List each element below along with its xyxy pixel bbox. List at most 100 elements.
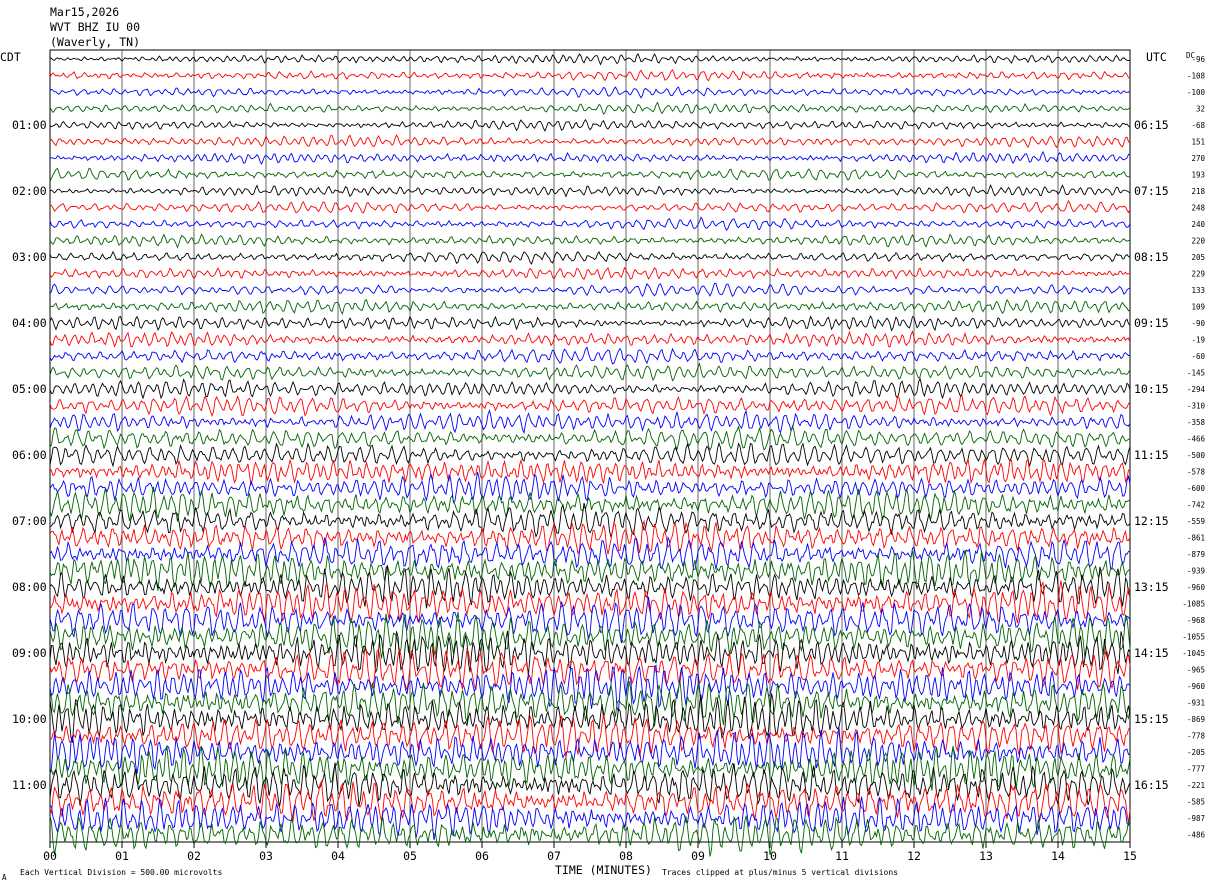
dc-offset-value: -968 <box>1187 616 1206 625</box>
seismic-trace <box>49 395 1131 418</box>
seismic-trace <box>49 377 1131 400</box>
seismic-trace <box>49 216 1131 232</box>
dc-offset-value: 218 <box>1191 187 1205 196</box>
dc-offset-value: -778 <box>1187 732 1206 741</box>
left-hour-label: 10:00 <box>12 712 47 726</box>
seismic-trace <box>49 680 1131 727</box>
dc-offset-value: 32 <box>1196 105 1205 114</box>
x-tick-label: 05 <box>403 849 417 863</box>
dc-offset-value: -869 <box>1187 715 1205 724</box>
right-hour-label: 07:15 <box>1134 184 1169 198</box>
seismic-trace <box>49 611 1131 659</box>
left-hour-label: 09:00 <box>12 646 47 660</box>
seismic-trace <box>49 815 1131 857</box>
dc-offset-value: -879 <box>1187 550 1205 559</box>
right-hour-label: 16:15 <box>1134 778 1169 792</box>
right-hour-label: 11:15 <box>1134 448 1169 462</box>
right-hour-label: 14:15 <box>1134 646 1169 660</box>
dc-offset-value: -221 <box>1187 781 1205 790</box>
dc-offset-value: -294 <box>1187 385 1206 394</box>
dc-label: DC <box>1186 51 1195 60</box>
footer-corner-mark: A <box>2 873 7 882</box>
dc-offset-value: -1045 <box>1182 649 1205 658</box>
left-hour-label: 11:00 <box>12 778 47 792</box>
dc-offset-value: -486 <box>1187 831 1206 840</box>
x-axis-title: TIME (MINUTES) <box>555 863 652 877</box>
left-hour-label: 04:00 <box>12 316 47 330</box>
dc-offset-value: -559 <box>1187 517 1205 526</box>
dc-offset-value: -777 <box>1187 765 1205 774</box>
seismic-trace <box>49 727 1131 775</box>
seismic-trace <box>49 458 1131 486</box>
seismic-trace <box>49 184 1131 198</box>
dc-offset-value: -600 <box>1187 484 1206 493</box>
x-axis-ticks: 00 01 02 03 04 05 06 07 08 09 10 11 12 13 14 15 <box>43 842 1137 863</box>
right-hour-label: 06:15 <box>1134 118 1169 132</box>
dc-offset-value: 248 <box>1191 204 1205 213</box>
dc-offset-value: -578 <box>1187 468 1206 477</box>
x-tick-label: 00 <box>43 849 57 863</box>
left-hour-label: 07:00 <box>12 514 47 528</box>
dc-offset-value: -60 <box>1191 352 1205 361</box>
seismic-trace <box>49 167 1131 182</box>
minute-gridlines <box>121 50 1059 842</box>
dc-offset-value: -108 <box>1187 72 1206 81</box>
dc-offset-value: -987 <box>1187 814 1205 823</box>
right-hour-labels: 06:15 07:15 08:15 09:15 10:15 11:15 12:15 13:15… <box>1134 118 1169 792</box>
seismic-trace <box>49 647 1131 691</box>
right-hour-label: 13:15 <box>1134 580 1169 594</box>
dc-offset-value: -965 <box>1187 666 1205 675</box>
seismic-trace <box>49 745 1131 791</box>
seismic-trace <box>49 471 1131 504</box>
right-hour-label: 08:15 <box>1134 250 1169 264</box>
seismic-trace <box>49 199 1131 214</box>
left-hour-label: 01:00 <box>12 118 47 132</box>
seismic-trace <box>49 714 1131 758</box>
dc-offset-value: -500 <box>1187 451 1206 460</box>
header-date: Mar15,2026 <box>50 5 119 19</box>
seismic-trace <box>49 693 1131 743</box>
dc-offset-value: 270 <box>1191 154 1205 163</box>
dc-offset-value: -466 <box>1187 435 1206 444</box>
left-hour-label: 08:00 <box>12 580 47 594</box>
dc-offset-value: -1085 <box>1182 600 1205 609</box>
seismic-trace <box>49 486 1131 522</box>
trace-group <box>49 52 1131 857</box>
dc-offset-labels: -96 -108 -100 32 -68 151 270 193 218 248 240 220 205… <box>1182 55 1205 840</box>
seismic-trace <box>49 535 1131 571</box>
left-hour-label: 03:00 <box>12 250 47 264</box>
dc-offset-value: -960 <box>1187 583 1206 592</box>
dc-offset-value: -205 <box>1187 748 1205 757</box>
plot-frame <box>49 49 1131 843</box>
seismic-trace <box>49 441 1131 468</box>
dc-offset-value: 205 <box>1191 253 1205 262</box>
x-tick-label: 12 <box>907 849 921 863</box>
seismic-trace <box>49 502 1131 538</box>
seismic-trace <box>49 101 1131 115</box>
dc-offset-value: 229 <box>1191 270 1205 279</box>
header-station: WVT BHZ IU 00 <box>50 20 140 34</box>
seismic-trace <box>49 134 1131 149</box>
seismic-trace <box>49 408 1131 435</box>
seismic-trace <box>49 362 1131 382</box>
dc-offset-value: -960 <box>1187 682 1206 691</box>
left-timezone-label: CDT <box>0 50 21 64</box>
right-timezone-label: UTC <box>1146 50 1167 64</box>
seismic-trace <box>49 796 1131 841</box>
dc-offset-value: 220 <box>1191 237 1205 246</box>
dc-offset-value: -68 <box>1191 121 1205 130</box>
x-tick-label: 10 <box>763 849 777 863</box>
seismic-trace <box>49 298 1131 315</box>
seismic-trace <box>49 779 1131 823</box>
dc-offset-value: -861 <box>1187 534 1205 543</box>
dc-offset-value: -19 <box>1191 336 1205 345</box>
x-tick-label: 14 <box>1051 849 1065 863</box>
header-location: (Waverly, TN) <box>50 35 140 49</box>
seismic-trace <box>49 118 1131 132</box>
dc-offset-value: 151 <box>1191 138 1205 147</box>
seismic-trace <box>49 250 1131 265</box>
dc-offset-value: -145 <box>1187 369 1205 378</box>
dc-offset-value: -1055 <box>1182 633 1205 642</box>
footer-division-note: Each Vertical Division = 500.00 microvol… <box>20 868 222 877</box>
